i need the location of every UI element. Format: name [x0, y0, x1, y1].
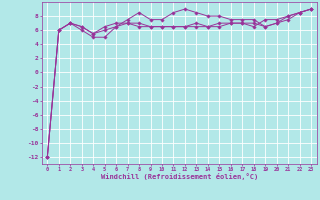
X-axis label: Windchill (Refroidissement éolien,°C): Windchill (Refroidissement éolien,°C): [100, 173, 258, 180]
